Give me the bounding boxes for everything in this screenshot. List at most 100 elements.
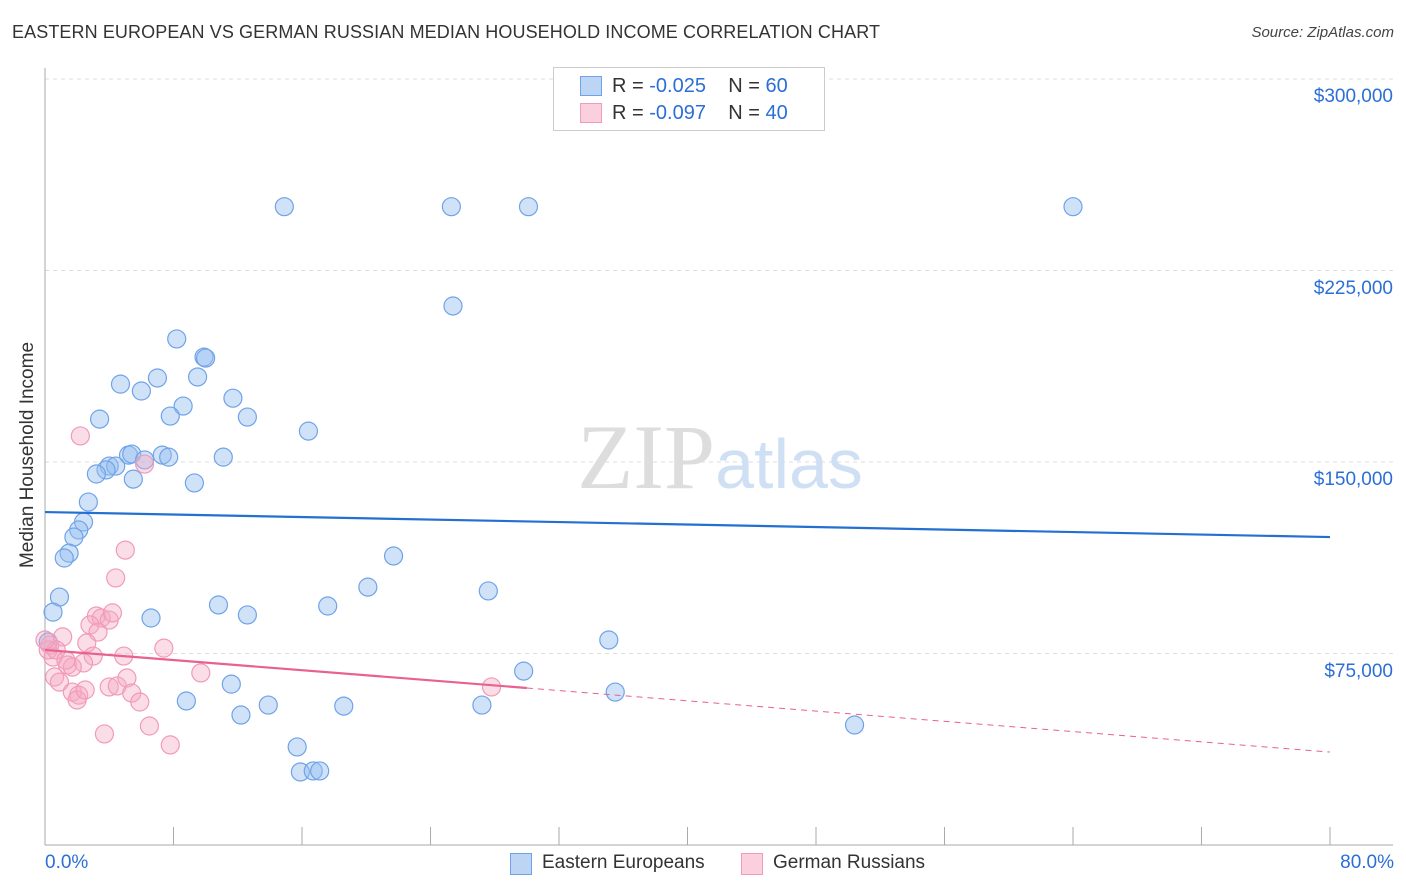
point-german-russian	[191, 663, 211, 683]
chart-title: EASTERN EUROPEAN VS GERMAN RUSSIAN MEDIA…	[12, 22, 881, 42]
point-german-russian	[117, 668, 137, 688]
point-eastern-european	[605, 682, 625, 702]
y-tick-label: $225,000	[1313, 277, 1393, 299]
x-tick-label-max: 80.0%	[1340, 852, 1394, 873]
y-axis-label: Median Household Income	[17, 341, 38, 569]
legend-label: Eastern Europeans	[542, 852, 705, 873]
point-german-russian	[154, 638, 174, 658]
n-label: N =	[728, 75, 760, 97]
point-eastern-european	[443, 296, 463, 316]
axes	[44, 68, 1393, 846]
point-eastern-european	[78, 492, 98, 512]
point-eastern-european	[184, 473, 204, 493]
point-eastern-european	[478, 581, 498, 601]
n-value: 40	[765, 102, 788, 124]
point-german-russian	[70, 426, 90, 446]
point-eastern-european	[844, 715, 865, 735]
point-german-russian	[56, 650, 76, 670]
trend-lines	[44, 510, 1331, 753]
legend-swatch-pink	[580, 103, 602, 123]
point-eastern-european	[134, 450, 155, 470]
point-eastern-european	[213, 447, 233, 467]
point-eastern-european	[187, 367, 208, 387]
point-german-russian	[134, 454, 155, 474]
r-value: -0.097	[649, 102, 706, 124]
point-eastern-european	[258, 695, 278, 715]
point-german-russian	[99, 677, 119, 697]
point-eastern-european	[223, 388, 243, 408]
r-label: R =	[612, 75, 644, 97]
y-tick-label: $150,000	[1313, 469, 1393, 490]
n-label: N =	[728, 102, 760, 124]
point-german-russian	[115, 540, 135, 560]
point-eastern-european	[64, 527, 84, 547]
source-label: Source: ZipAtlas.com	[1251, 24, 1394, 41]
point-german-russian	[49, 672, 70, 692]
point-german-russian	[35, 630, 55, 650]
point-eastern-european	[599, 630, 619, 650]
point-german-russian	[67, 690, 87, 710]
point-german-russian	[91, 608, 111, 628]
point-eastern-european	[298, 421, 319, 441]
point-eastern-european	[518, 197, 539, 217]
watermark: ZIPatlas	[577, 406, 863, 508]
point-eastern-european	[334, 696, 354, 716]
point-eastern-european	[383, 546, 404, 566]
r-value: -0.025	[649, 75, 706, 97]
point-eastern-european	[1063, 197, 1083, 217]
point-eastern-european	[303, 761, 323, 781]
legend-swatch-blue	[510, 853, 532, 875]
data-points	[35, 197, 1083, 782]
trend-line-eastern-europeans	[44, 510, 1331, 539]
correlation-legend: R = -0.025 N = 60 R = -0.097 N = 40	[553, 67, 825, 131]
point-german-russian	[102, 603, 123, 623]
point-eastern-european	[514, 661, 534, 681]
legend-swatch-pink	[741, 853, 763, 875]
point-eastern-european	[176, 691, 196, 711]
r-label: R =	[612, 102, 644, 124]
n-value: 60	[765, 75, 788, 97]
y-tick-label: $300,000	[1313, 86, 1393, 107]
trend-line-extension-german-russians	[526, 687, 1331, 753]
point-german-russian	[83, 646, 103, 666]
point-eastern-european	[123, 469, 143, 489]
legend-swatch-blue	[580, 76, 602, 96]
point-eastern-european	[173, 396, 193, 416]
point-eastern-european	[237, 605, 257, 625]
point-german-russian	[139, 716, 160, 736]
point-german-russian	[481, 677, 502, 697]
point-eastern-european	[472, 695, 492, 715]
point-german-russian	[75, 680, 95, 700]
point-eastern-european	[110, 374, 131, 394]
gridlines	[45, 78, 1393, 654]
x-tick-label-min: 0.0%	[45, 852, 89, 873]
point-eastern-european	[274, 197, 294, 217]
point-eastern-european	[96, 460, 116, 480]
legend-label: German Russians	[773, 852, 926, 873]
point-eastern-european	[90, 409, 110, 429]
point-eastern-european	[159, 447, 179, 467]
point-german-russian	[106, 568, 126, 588]
point-eastern-european	[221, 674, 241, 694]
point-eastern-european	[287, 737, 307, 757]
point-eastern-european	[318, 596, 338, 616]
point-eastern-european	[194, 347, 214, 367]
trend-line-german-russians	[44, 648, 527, 690]
point-eastern-european	[131, 381, 151, 401]
point-german-russian	[94, 724, 115, 744]
point-eastern-european	[54, 548, 74, 568]
point-eastern-european	[106, 456, 126, 476]
point-eastern-european	[141, 608, 161, 628]
watermark-atlas: atlas	[715, 425, 863, 503]
point-german-russian	[130, 692, 150, 712]
point-eastern-european	[237, 407, 257, 427]
point-eastern-european	[43, 602, 63, 622]
point-eastern-european	[167, 329, 187, 349]
point-eastern-european	[147, 368, 168, 388]
point-eastern-european	[358, 577, 378, 597]
point-eastern-european	[310, 761, 330, 781]
y-tick-label: $75,000	[1324, 660, 1393, 682]
point-eastern-european	[231, 705, 251, 725]
point-german-russian	[160, 735, 180, 755]
